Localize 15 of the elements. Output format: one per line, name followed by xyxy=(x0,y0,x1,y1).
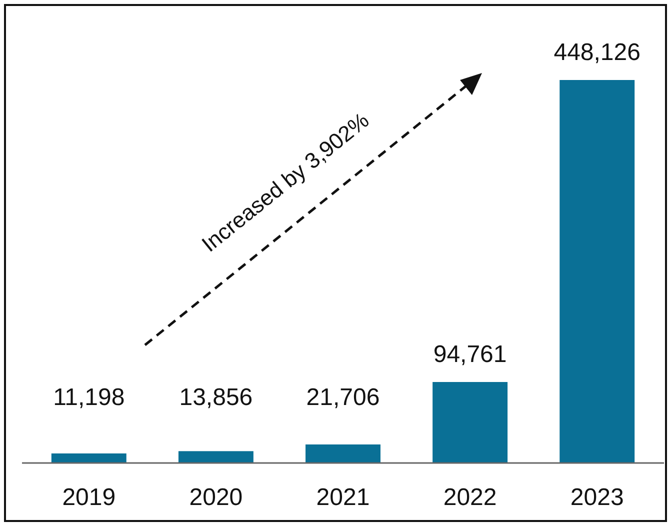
bar xyxy=(560,80,635,463)
data-label: 21,706 xyxy=(306,384,380,411)
x-tick-label: 2019 xyxy=(62,484,116,511)
bar xyxy=(432,382,508,463)
x-tick-label: 2022 xyxy=(443,484,497,511)
x-tick-label: 2021 xyxy=(316,484,370,511)
bar xyxy=(178,451,254,463)
data-label: 448,126 xyxy=(554,39,640,66)
bar xyxy=(51,453,126,463)
x-tick-label: 2020 xyxy=(189,484,243,511)
data-label: 13,856 xyxy=(179,384,253,411)
x-tick-label: 2023 xyxy=(570,484,624,511)
data-label: 11,198 xyxy=(53,384,125,411)
bar xyxy=(306,444,380,463)
data-label: 94,761 xyxy=(433,341,507,368)
